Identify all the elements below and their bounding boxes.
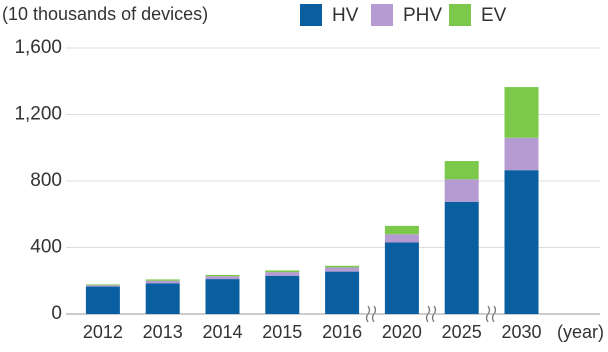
legend-swatch	[300, 4, 322, 26]
y-tick-label: 800	[30, 170, 62, 191]
y-tick-label: 1,200	[14, 104, 62, 125]
bar-segment	[265, 275, 300, 314]
bar-segment	[265, 272, 300, 276]
bar-segment	[145, 283, 180, 314]
bar-segment	[85, 285, 120, 287]
bar-segment	[504, 87, 539, 138]
x-tick-label: 2030	[501, 322, 541, 342]
x-tick-label: 2015	[262, 322, 302, 342]
legend-label: EV	[481, 5, 507, 26]
bar-segment	[444, 161, 479, 180]
bar-segment	[504, 137, 539, 171]
y-tick-label: 400	[30, 237, 62, 258]
legend-label: HV	[332, 5, 359, 26]
bar-segment	[444, 179, 479, 202]
bar-segment	[444, 201, 479, 314]
legend-swatch	[449, 4, 471, 26]
x-tick-label: 2012	[83, 322, 123, 342]
x-axis-label: (year)	[557, 322, 604, 342]
x-tick-label: 2014	[202, 322, 242, 342]
bar-segment	[384, 234, 419, 243]
bar-segment	[325, 271, 360, 314]
x-tick-label: 2013	[143, 322, 183, 342]
legend-label: PHV	[403, 5, 442, 26]
x-tick-label: 2016	[322, 322, 362, 342]
bar-segment	[504, 170, 539, 314]
y-tick-label: 0	[51, 303, 62, 324]
bar-segment	[205, 276, 240, 280]
bar-segment	[145, 279, 180, 281]
x-tick-label: 2025	[442, 322, 482, 342]
x-tick-label: 2020	[382, 322, 422, 342]
bar-segment	[384, 225, 419, 235]
bar-segment	[205, 274, 240, 277]
bar-segment	[85, 286, 120, 314]
legend-swatch	[371, 4, 393, 26]
y-tick-label: 1,600	[14, 37, 62, 58]
bar-segment	[145, 280, 180, 284]
bar-segment	[325, 267, 360, 272]
y-axis-label: (10 thousands of devices)	[2, 4, 208, 24]
bar-segment	[384, 242, 419, 314]
bar-segment	[85, 284, 120, 286]
bar-segment	[265, 270, 300, 273]
bar-segment	[325, 265, 360, 268]
bar-segment	[205, 279, 240, 314]
